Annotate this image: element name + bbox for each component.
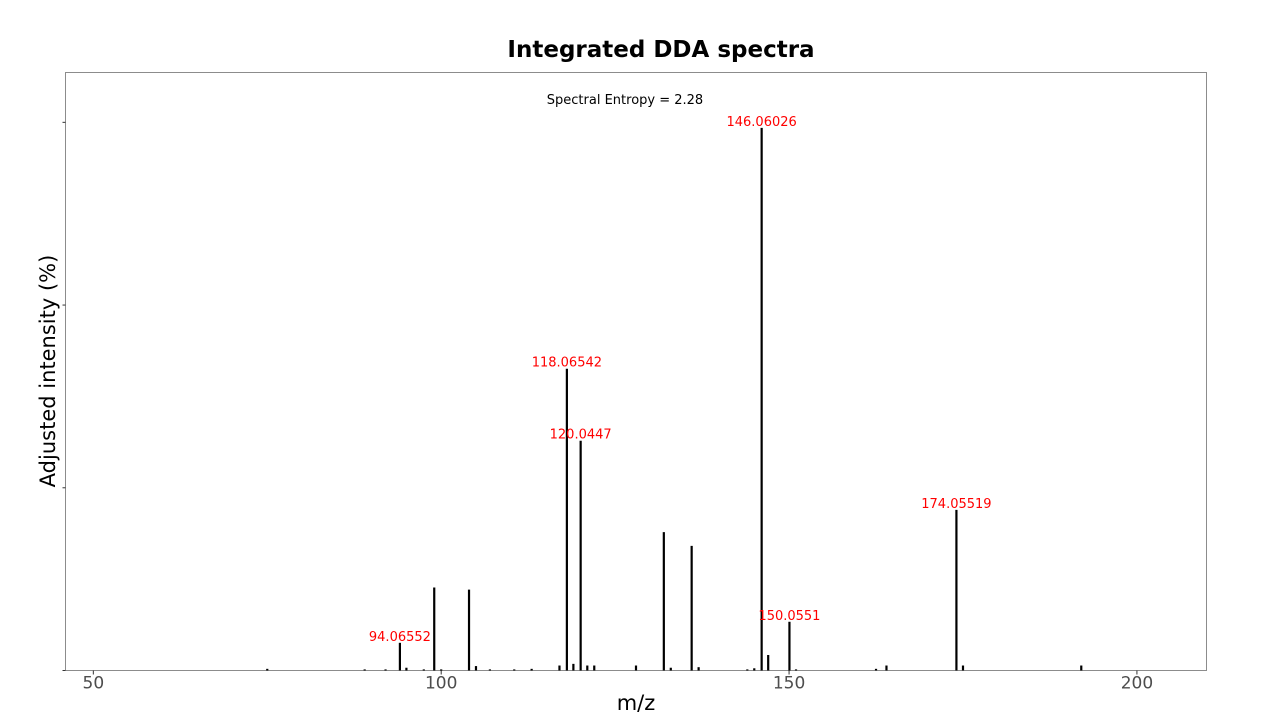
plot-panel [65,72,1207,671]
spectral-entropy-annotation: Spectral Entropy = 2.28 [547,93,703,108]
y-axis-label: Adjusted intensity (%) [36,255,60,488]
x-tick-label: 200 [1121,674,1153,694]
peak-labels: 94.06552 118.06542 120.0447 146.06026 150.05… [369,115,992,645]
y-axis-ticks [62,121,66,671]
x-axis-label: m/z [617,691,656,715]
peak-bars [266,127,1083,671]
x-tick-label: 150 [773,674,805,694]
chart-title: Integrated DDA spectra [507,37,814,63]
x-axis-ticks: 50 100 150 200 [83,670,1153,694]
peak-label: 120.0447 [550,428,612,443]
peak-label: 118.06542 [532,356,602,371]
peak-label: 150.0551 [758,609,820,624]
peak-label: 174.05519 [921,497,991,512]
peak-label: 146.06026 [726,115,796,130]
peak-label: 94.06552 [369,630,431,645]
x-tick-label: 50 [83,674,105,694]
x-tick-label: 100 [425,674,457,694]
